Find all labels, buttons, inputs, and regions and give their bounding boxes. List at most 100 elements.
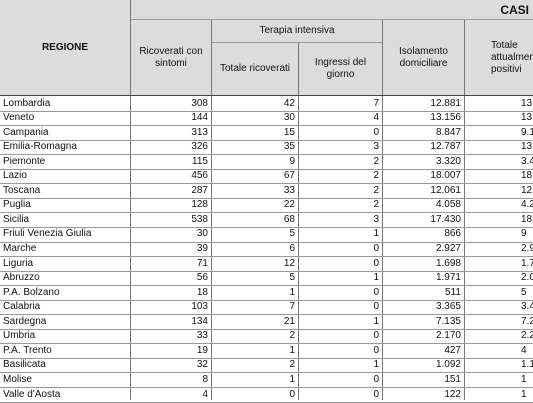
- cell-totale-ricoverati: 42: [283, 97, 295, 109]
- row-divider: [0, 111, 533, 112]
- row-divider: [0, 329, 533, 330]
- cell-isolamento: 12.881: [430, 97, 461, 109]
- cell-totale-ricoverati: 30: [283, 112, 295, 124]
- cell-ingressi: 4: [373, 112, 379, 124]
- cell-totale: 3.4: [521, 155, 533, 167]
- cell-regione: Molise: [3, 373, 32, 385]
- cell-totale: 13.3: [521, 112, 533, 124]
- cell-ingressi: 1: [373, 228, 379, 240]
- cell-isolamento: 3.365: [435, 301, 461, 313]
- cell-totale-ricoverati: 5: [289, 228, 295, 240]
- cell-isolamento: 122: [444, 388, 461, 400]
- cell-regione: Liguria: [3, 257, 34, 269]
- cell-regione: Umbria: [3, 330, 36, 342]
- cell-isolamento: 8.847: [435, 126, 461, 138]
- header-banner-cell: CASI: [131, 0, 533, 19]
- cell-regione: Campania: [3, 126, 49, 138]
- cell-regione: Marche: [3, 243, 37, 254]
- cell-ingressi: 0: [373, 301, 379, 313]
- cell-ingressi: 2: [373, 199, 379, 211]
- cell-totale-ricoverati: 68: [283, 213, 295, 225]
- cell-isolamento: 17.430: [430, 213, 461, 225]
- cell-isolamento: 866: [444, 228, 461, 240]
- cell-regione: Sardegna: [3, 315, 47, 327]
- row-divider: [0, 372, 533, 373]
- row-divider: [0, 314, 533, 315]
- cell-ricoverati: 4: [202, 388, 208, 400]
- cell-totale: 3.4: [521, 301, 533, 313]
- header-regione-cell: REGIONE: [0, 0, 130, 95]
- cell-ricoverati: 287: [191, 184, 208, 196]
- cell-totale: 5: [521, 286, 527, 298]
- cell-regione: Lazio: [3, 170, 27, 182]
- cell-ricoverati: 456: [191, 170, 208, 182]
- cell-regione: Emilia-Romagna: [3, 141, 77, 153]
- cell-totale-ricoverati: 35: [283, 141, 295, 153]
- row-divider: [0, 125, 533, 126]
- cell-ricoverati: 128: [191, 199, 208, 211]
- cell-totale: 2.0: [521, 272, 533, 284]
- cell-ricoverati: 538: [191, 213, 208, 225]
- cell-ingressi: 2: [373, 184, 379, 196]
- header-isolamento: Isolamento domiciliare: [399, 45, 448, 69]
- cell-totale-ricoverati: 1: [289, 344, 295, 356]
- cell-regione: Abruzzo: [3, 272, 40, 284]
- cell-ricoverati: 19: [196, 344, 208, 356]
- cell-ingressi: 1: [373, 315, 379, 327]
- cell-ricoverati: 103: [191, 301, 208, 313]
- header-ricoverati: Ricoverati con sintomi: [139, 45, 203, 69]
- cell-regione: Puglia: [3, 199, 31, 211]
- cell-ingressi: 2: [373, 170, 379, 182]
- cell-totale-ricoverati: 7: [289, 301, 295, 313]
- cell-ingressi: 0: [373, 257, 379, 269]
- row-divider: [0, 358, 533, 359]
- header-totale-positivi-cell: Totale attualmente positivi: [465, 20, 533, 95]
- cell-totale-ricoverati: 1: [289, 373, 295, 385]
- cell-totale-ricoverati: 2: [289, 330, 295, 342]
- header-isolamento-cell: Isolamento domiciliare: [383, 20, 464, 95]
- header-terapia-intensiva: Terapia intensiva: [259, 25, 335, 36]
- cell-isolamento: 151: [444, 373, 461, 385]
- row-divider: [0, 183, 533, 184]
- cell-totale: 12.3: [521, 184, 533, 196]
- cell-totale-ricoverati: 15: [283, 126, 295, 138]
- cell-isolamento: 511: [445, 286, 461, 298]
- cell-totale: 1: [521, 373, 527, 385]
- cell-ricoverati: 134: [191, 315, 208, 327]
- row-divider: [0, 285, 533, 286]
- header-totale-ricoverati: Totale ricoverati: [219, 63, 291, 74]
- cell-isolamento: 13.156: [430, 112, 461, 124]
- cell-totale: 4: [521, 344, 527, 356]
- cell-totale-ricoverati: 6: [289, 243, 295, 254]
- row-divider: [0, 198, 533, 199]
- row-divider: [0, 387, 533, 388]
- cell-totale-ricoverati: 33: [283, 184, 295, 196]
- cell-isolamento: 7.135: [435, 315, 461, 327]
- cell-ingressi: 2: [373, 155, 379, 167]
- cell-isolamento: 427: [444, 344, 461, 356]
- cell-regione: Lombardia: [3, 97, 51, 109]
- cell-totale-ricoverati: 12: [283, 257, 295, 269]
- cell-ingressi: 0: [373, 286, 379, 298]
- header-terapia-cell: Terapia intensiva: [212, 20, 382, 42]
- cell-totale-ricoverati: 22: [283, 199, 295, 211]
- row-divider: [0, 212, 533, 213]
- cell-totale-ricoverati: 9: [289, 155, 295, 167]
- cell-ingressi: 7: [373, 97, 379, 109]
- row-divider: [0, 227, 533, 228]
- cell-isolamento: 12.061: [430, 184, 461, 196]
- cell-totale: 1.7: [521, 257, 533, 269]
- cell-totale: 13.1: [521, 141, 533, 153]
- cell-ricoverati: 313: [191, 126, 208, 138]
- cell-ricoverati: 308: [191, 97, 208, 109]
- cell-regione: Sicilia: [3, 213, 30, 225]
- cell-ricoverati: 326: [191, 141, 208, 153]
- cell-regione: Friuli Venezia Giulia: [3, 228, 92, 240]
- cell-ricoverati: 144: [191, 112, 208, 124]
- cell-totale: 9.1: [521, 126, 533, 138]
- cell-ingressi: 0: [373, 126, 379, 138]
- cell-ingressi: 0: [373, 388, 379, 400]
- cell-ingressi: 1: [373, 272, 379, 284]
- cell-isolamento: 12.787: [430, 141, 461, 153]
